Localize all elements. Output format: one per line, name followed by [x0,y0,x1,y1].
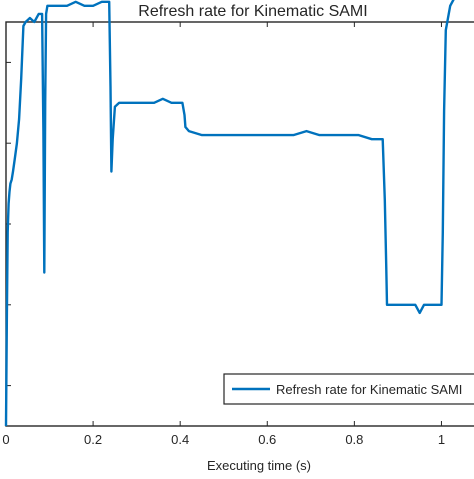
x-axis-label: Executing time (s) [207,458,311,473]
series-line [4,0,455,427]
x-tick-label: 0.6 [258,432,276,447]
x-tick-label: 0.8 [345,432,363,447]
legend: Refresh rate for Kinematic SAMI [223,373,474,405]
x-tick-label: 1 [438,432,445,447]
x-tick-label: 0.2 [84,432,102,447]
x-tick-label: 0.4 [171,432,189,447]
chart-title: Refresh rate for Kinematic SAMI [138,3,367,20]
legend-label: Refresh rate for Kinematic SAMI [276,382,462,397]
plot-frame [5,21,474,427]
x-tick-label: 0 [2,432,9,447]
series-layer [4,0,455,427]
